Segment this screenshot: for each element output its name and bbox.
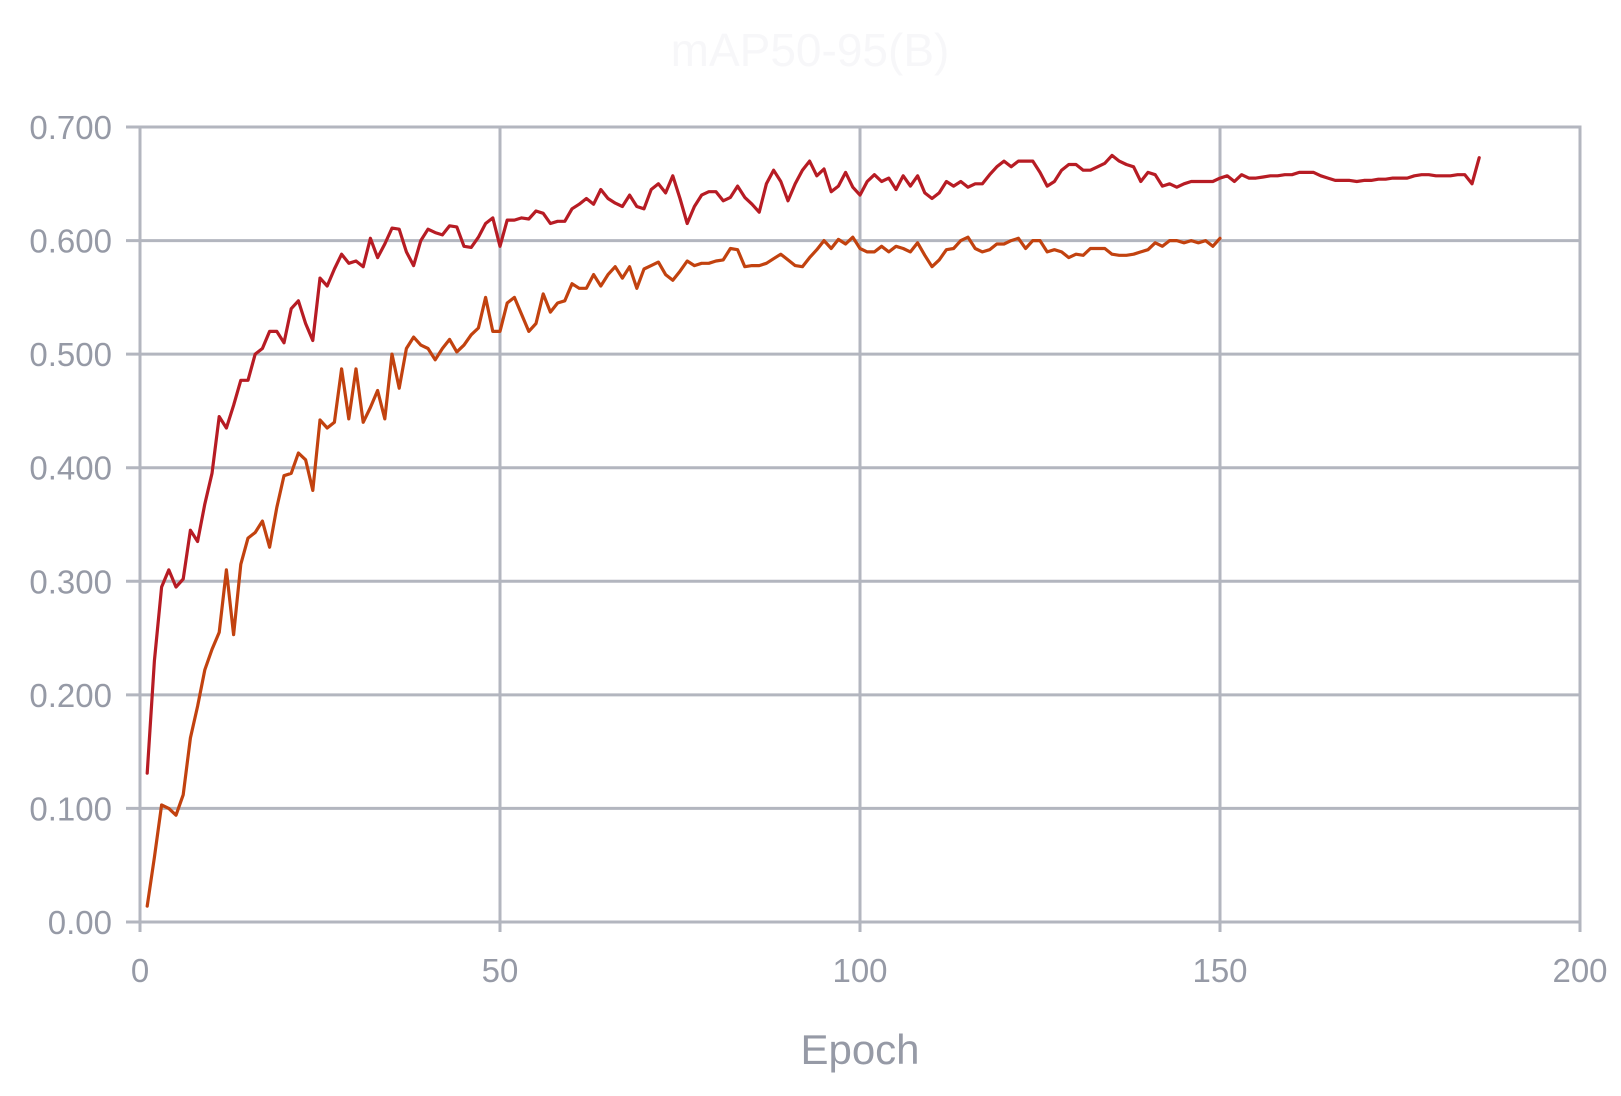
x-tick-labels: 0 50 100 150 200 — [131, 952, 1608, 989]
series-line-1 — [145, 153, 1481, 775]
plot-frame — [138, 125, 1582, 924]
grid — [126, 125, 1582, 932]
y-tick-label: 0.500 — [29, 336, 112, 373]
x-tick-label: 200 — [1552, 952, 1607, 989]
x-tick-label: 150 — [1192, 952, 1247, 989]
series-line-2 — [145, 235, 1222, 908]
x-axis-label: Epoch — [800, 1026, 919, 1073]
chart-title: mAP50-95(B) — [671, 24, 950, 76]
y-tick-label: 0.100 — [29, 790, 112, 827]
y-tick-label: 0.400 — [29, 450, 112, 487]
y-tick-label: 0.200 — [29, 677, 112, 714]
x-tick-label: 100 — [832, 952, 887, 989]
y-tick-label: 0.300 — [29, 563, 112, 600]
y-tick-label: 0.600 — [29, 223, 112, 260]
x-tick-label: 0 — [131, 952, 149, 989]
series-lines — [145, 153, 1481, 908]
x-tick-label: 50 — [482, 952, 519, 989]
y-tick-label: 0.700 — [29, 109, 112, 146]
y-tick-label: 0.00 — [48, 904, 112, 941]
y-tick-labels: 0.00 0.100 0.200 0.300 0.400 0.500 0.600 0.700 — [29, 109, 112, 941]
